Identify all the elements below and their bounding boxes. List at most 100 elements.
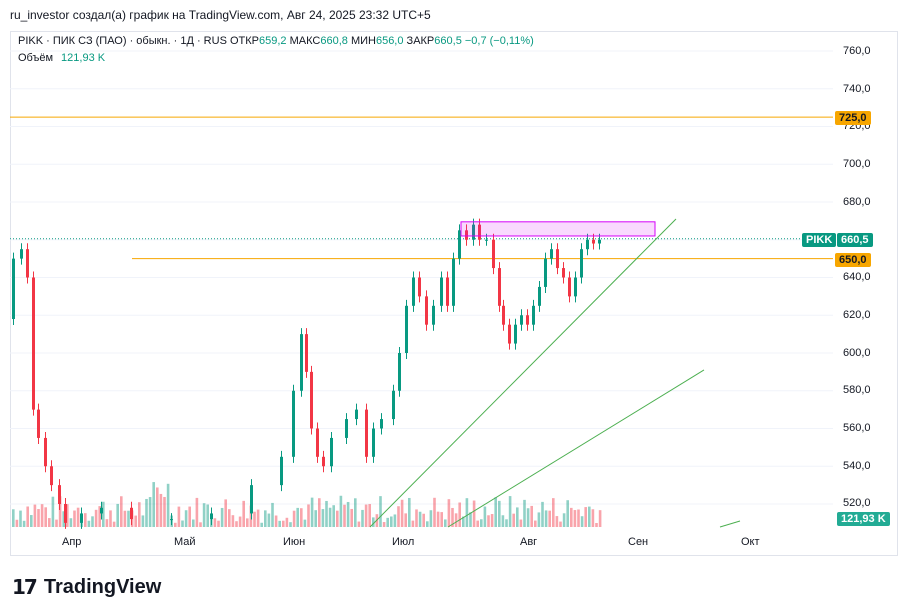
candle-body: [372, 428, 375, 457]
volume-bar: [184, 510, 188, 527]
volume-bar: [472, 500, 476, 527]
volume-bar: [163, 496, 166, 527]
candle-body: [485, 239, 488, 241]
price-axis-label: 620,0: [843, 308, 871, 321]
candle-body: [556, 249, 559, 269]
volume-bar: [238, 516, 242, 527]
volume-bar: [84, 513, 87, 527]
volume-bar: [400, 499, 404, 527]
volume-bar: [51, 496, 55, 527]
volume-bar: [530, 505, 533, 527]
candle-body: [20, 249, 23, 259]
price-axis-label: 540,0: [843, 459, 871, 472]
candle-body: [330, 437, 333, 467]
volume-bar: [174, 522, 177, 527]
volume-bar: [429, 510, 433, 527]
volume-bar: [134, 515, 137, 527]
volume-bar: [397, 506, 400, 527]
volume-bar: [357, 521, 361, 527]
time-axis-label: Июл: [392, 536, 415, 548]
tradingview-brand[interactable]: 17 TradingView: [12, 575, 161, 599]
volume-bar: [494, 497, 497, 527]
volume-bar: [584, 507, 587, 527]
volume-bar: [343, 504, 346, 527]
volume-bar: [390, 516, 393, 527]
volume-bar: [433, 497, 436, 527]
trend-line-3: [719, 520, 741, 528]
volume-bar: [519, 519, 523, 527]
volume-bar: [246, 518, 249, 527]
volume-bar: [361, 509, 364, 527]
volume-bar: [451, 507, 454, 527]
level-650-tag: 650,0: [835, 253, 871, 267]
volume-bar: [112, 521, 116, 527]
volume-bar: [141, 515, 145, 527]
candle-body: [130, 507, 133, 520]
candle-body: [26, 249, 29, 278]
price-axis-label: 700,0: [843, 158, 871, 171]
low-label: МИН: [350, 35, 376, 47]
ticker-tag: PIKK: [802, 233, 837, 247]
volume-bar: [138, 502, 141, 527]
volume-bar: [296, 507, 299, 527]
volume-bar: [426, 521, 429, 527]
volume-bar: [285, 517, 289, 527]
change-value: −0,7 (−0,11%): [464, 35, 534, 47]
volume-bar: [22, 520, 26, 527]
volume-bar: [364, 504, 368, 527]
volume-bar: [570, 507, 573, 527]
open-value: 659,2: [259, 35, 287, 47]
candle-body: [425, 296, 428, 325]
price-axis-label: 640,0: [843, 271, 871, 284]
candle-body: [100, 507, 103, 514]
open-label: ОТКР: [229, 35, 260, 47]
volume-bar: [19, 510, 22, 527]
volume-bar: [231, 515, 235, 527]
candle-body: [316, 428, 319, 457]
volume-bar: [148, 497, 152, 527]
symbol-name[interactable]: PIKK · ПИК СЗ (ПАО) · обыкн. · 1Д · RUS: [18, 35, 227, 47]
volume-bar: [444, 519, 447, 527]
last-price-tag: 660,5: [837, 233, 873, 247]
volume-bar: [253, 511, 256, 527]
volume-bar: [559, 521, 562, 527]
volume-bar: [469, 512, 472, 527]
volume-bar: [498, 500, 501, 527]
time-axis-label: Авг: [520, 536, 538, 548]
volume-bar: [242, 500, 245, 527]
volume-bar: [156, 487, 159, 527]
candle-body: [32, 277, 35, 410]
volume-bar: [188, 506, 191, 527]
volume-bar: [314, 510, 317, 527]
volume-bar: [354, 498, 357, 527]
time-axis-label: Июн: [283, 536, 306, 548]
volume-bar: [534, 520, 537, 527]
volume-bar: [440, 512, 443, 527]
volume-bar: [350, 508, 353, 527]
volume-bar: [516, 507, 519, 527]
candle-body: [305, 334, 308, 372]
candle-body: [50, 466, 53, 486]
candle-body: [64, 504, 67, 523]
volume-bar: [282, 520, 285, 527]
candle-body: [250, 485, 253, 514]
price-axis-label: 760,0: [843, 45, 871, 57]
volume-bar: [501, 515, 505, 527]
volume-bar: [48, 518, 51, 527]
volume-bar: [177, 506, 181, 527]
volume-bar: [476, 520, 479, 527]
volume-bar: [292, 510, 296, 527]
volume-bar: [325, 500, 328, 527]
price-axis-label: 520,0: [843, 497, 871, 510]
volume-bar: [62, 511, 65, 527]
volume-bar: [537, 512, 541, 527]
volume-bar: [422, 513, 425, 527]
volume-bar: [58, 496, 62, 527]
volume-bar: [102, 501, 105, 527]
chart-caption: ru_investor создал(а) график на TradingV…: [10, 8, 431, 22]
volume-bar: [69, 518, 73, 527]
volume-bar: [105, 519, 109, 527]
volume-bar: [33, 504, 37, 527]
volume-bar: [336, 510, 339, 527]
